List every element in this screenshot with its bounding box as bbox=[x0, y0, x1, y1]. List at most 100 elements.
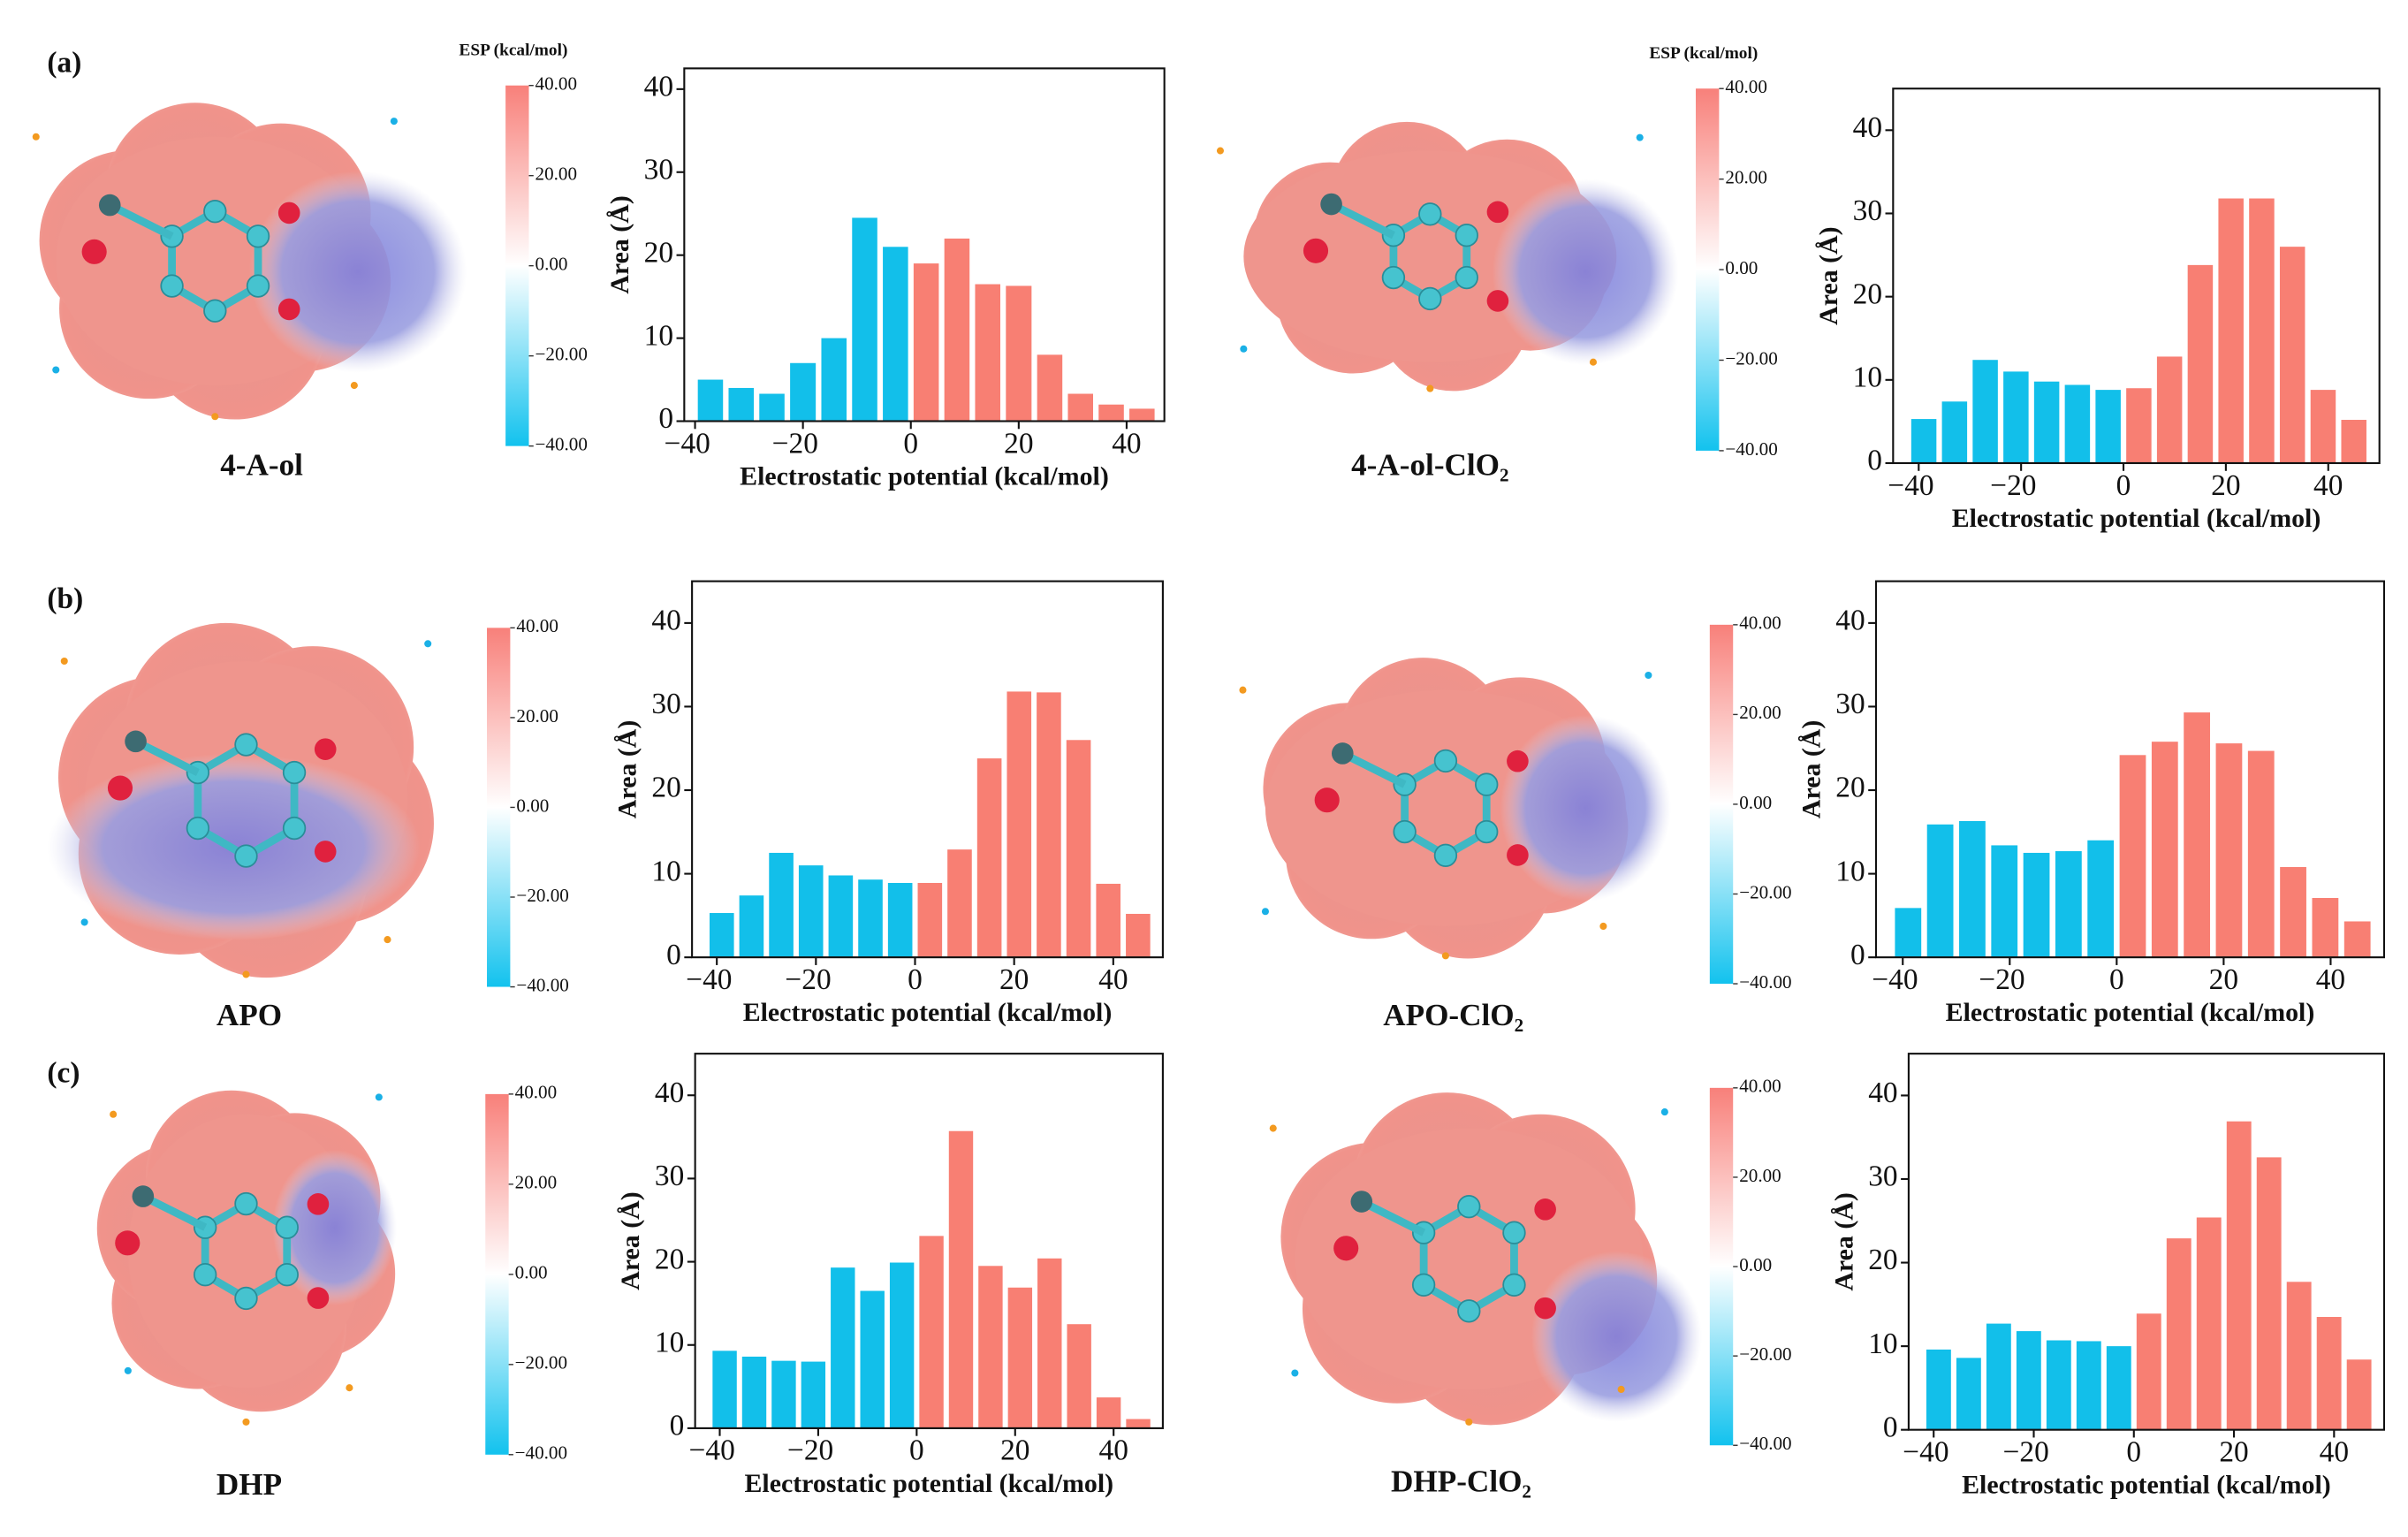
extremum-point bbox=[350, 382, 358, 390]
bar bbox=[944, 238, 970, 422]
negative-region bbox=[1531, 1251, 1703, 1422]
y-axis-label: Area (Å) bbox=[1797, 720, 1827, 818]
colorbar bbox=[487, 628, 511, 987]
colorbar-tick-label: −20.00 bbox=[536, 344, 588, 365]
x-tick-label: 0 bbox=[908, 963, 923, 996]
molecule-surface bbox=[1216, 121, 1679, 392]
atom-o bbox=[1333, 1236, 1359, 1261]
colorbar-tick-label: −20.00 bbox=[516, 885, 568, 906]
bar bbox=[2087, 840, 2115, 958]
atom-c bbox=[1457, 1194, 1481, 1219]
y-tick-label: 30 bbox=[1835, 688, 1865, 720]
atom-c bbox=[234, 1191, 258, 1216]
colorbar-tick-label: 20.00 bbox=[1739, 1165, 1781, 1186]
y-tick-label: 0 bbox=[670, 1410, 685, 1442]
atom-c bbox=[1433, 749, 1458, 773]
colorbar bbox=[1696, 88, 1720, 451]
x-tick-label: 0 bbox=[2116, 469, 2131, 502]
bar bbox=[828, 875, 854, 958]
colorbar-tick-label: 0.00 bbox=[516, 795, 549, 816]
bar bbox=[831, 1267, 855, 1428]
atom-o bbox=[1534, 1297, 1556, 1320]
bond bbox=[141, 1192, 208, 1231]
atom-c bbox=[1457, 1299, 1481, 1323]
bar bbox=[913, 263, 939, 422]
bar bbox=[2280, 867, 2306, 958]
atom-o bbox=[115, 1230, 141, 1256]
bar bbox=[2218, 198, 2244, 463]
extremum-point bbox=[390, 118, 398, 126]
plot-frame bbox=[1907, 1053, 2386, 1431]
colorbar-tick-label: −40.00 bbox=[515, 1442, 567, 1464]
y-tick-label: 10 bbox=[1868, 1328, 1897, 1360]
plot-frame bbox=[1892, 88, 2381, 465]
plot-frame bbox=[694, 1053, 1164, 1429]
bar bbox=[852, 217, 877, 422]
colorbar-tick-label: −20.00 bbox=[1739, 1343, 1791, 1365]
bar bbox=[1956, 1358, 1981, 1430]
y-tick-label: 40 bbox=[1835, 605, 1865, 637]
extremum-point bbox=[1261, 908, 1269, 916]
molecule-name: DHP-ClO₂ bbox=[1391, 1464, 1531, 1498]
bar bbox=[2249, 198, 2275, 463]
atom-c bbox=[1418, 202, 1442, 226]
bar bbox=[1910, 419, 1937, 463]
colorbar-tick-label: 40.00 bbox=[515, 1082, 557, 1103]
bar bbox=[1067, 393, 1093, 422]
extremum-point bbox=[1617, 1385, 1625, 1394]
colorbar-tick-label: −40.00 bbox=[1725, 438, 1777, 460]
atom-c bbox=[1502, 1221, 1526, 1244]
atom-o bbox=[1486, 201, 1509, 224]
bar bbox=[759, 393, 785, 422]
bar bbox=[712, 1351, 737, 1428]
colorbar-tick-label: 0.00 bbox=[515, 1262, 548, 1283]
x-tick-label: 20 bbox=[999, 963, 1029, 996]
atom-o bbox=[1486, 290, 1509, 312]
colorbar bbox=[1709, 1087, 1734, 1446]
x-axis-label: Electrostatic potential (kcal/mol) bbox=[743, 998, 1113, 1027]
atom-c bbox=[1381, 265, 1406, 290]
y-tick-label: 20 bbox=[655, 1243, 684, 1275]
atom-c bbox=[194, 1263, 217, 1287]
bar bbox=[2187, 264, 2214, 463]
bar bbox=[887, 882, 913, 958]
x-tick-label: −40 bbox=[1903, 1435, 1948, 1468]
bar bbox=[1067, 1324, 1091, 1428]
bar bbox=[2023, 852, 2050, 958]
atom-c bbox=[1502, 1273, 1526, 1297]
extremum-point bbox=[1660, 1108, 1668, 1116]
x-tick-label: 0 bbox=[909, 1434, 924, 1467]
panel-label: (c) bbox=[47, 1056, 80, 1089]
bar bbox=[2196, 1217, 2222, 1430]
bar bbox=[917, 882, 943, 958]
extremum-point bbox=[384, 936, 391, 944]
bar bbox=[2003, 371, 2029, 463]
atom-c bbox=[1455, 265, 1478, 290]
bar bbox=[1972, 360, 1998, 463]
atom-o bbox=[307, 1193, 330, 1215]
panel-label: (a) bbox=[47, 47, 81, 80]
y-tick-label: 20 bbox=[1835, 772, 1865, 804]
bar bbox=[2156, 356, 2183, 463]
colorbar-tick-label: 40.00 bbox=[1725, 76, 1766, 97]
y-axis-label: Area (Å) bbox=[616, 1191, 645, 1290]
y-tick-label: 40 bbox=[655, 1077, 684, 1109]
extremum-point bbox=[242, 970, 250, 978]
bar bbox=[2184, 712, 2211, 958]
bar bbox=[2279, 247, 2305, 463]
atom-o bbox=[277, 202, 300, 224]
x-axis-label: Electrostatic potential (kcal/mol) bbox=[1962, 1471, 2331, 1500]
bar bbox=[1126, 913, 1151, 958]
atom-c bbox=[1455, 224, 1478, 247]
bar bbox=[889, 1262, 915, 1428]
plot-frame bbox=[1874, 580, 2386, 959]
atom-c bbox=[234, 844, 258, 868]
bar bbox=[790, 362, 817, 422]
colorbar-tick-label: −40.00 bbox=[1739, 971, 1791, 993]
bar bbox=[798, 865, 824, 958]
y-tick-label: 20 bbox=[644, 236, 673, 269]
y-axis-label: Area (Å) bbox=[605, 195, 634, 293]
extremum-point bbox=[60, 657, 68, 666]
x-tick-label: −40 bbox=[1888, 469, 1933, 502]
atom-c bbox=[234, 1286, 258, 1311]
